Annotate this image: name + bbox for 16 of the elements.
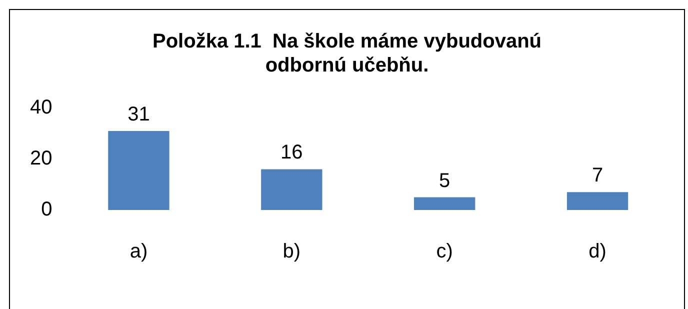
- bar: [414, 197, 476, 210]
- data-label: 31: [128, 103, 150, 126]
- x-tick-label: a): [130, 240, 148, 263]
- x-tick-label: d): [588, 240, 606, 263]
- y-tick-label: 20: [30, 148, 52, 170]
- bar: [108, 130, 170, 210]
- chart-title: Položka 1.1 Na škole máme vybudovanú odbornú učebňu.: [152, 30, 542, 77]
- x-tick-label: b): [282, 240, 301, 263]
- data-label: 16: [280, 142, 303, 164]
- bar: [261, 169, 322, 210]
- bar: [566, 192, 628, 210]
- data-label: 7: [592, 164, 604, 187]
- y-tick-label: 0: [41, 198, 52, 221]
- data-label: 5: [439, 170, 450, 192]
- y-tick-label: 40: [30, 96, 52, 119]
- x-tick-label: c): [436, 240, 453, 263]
